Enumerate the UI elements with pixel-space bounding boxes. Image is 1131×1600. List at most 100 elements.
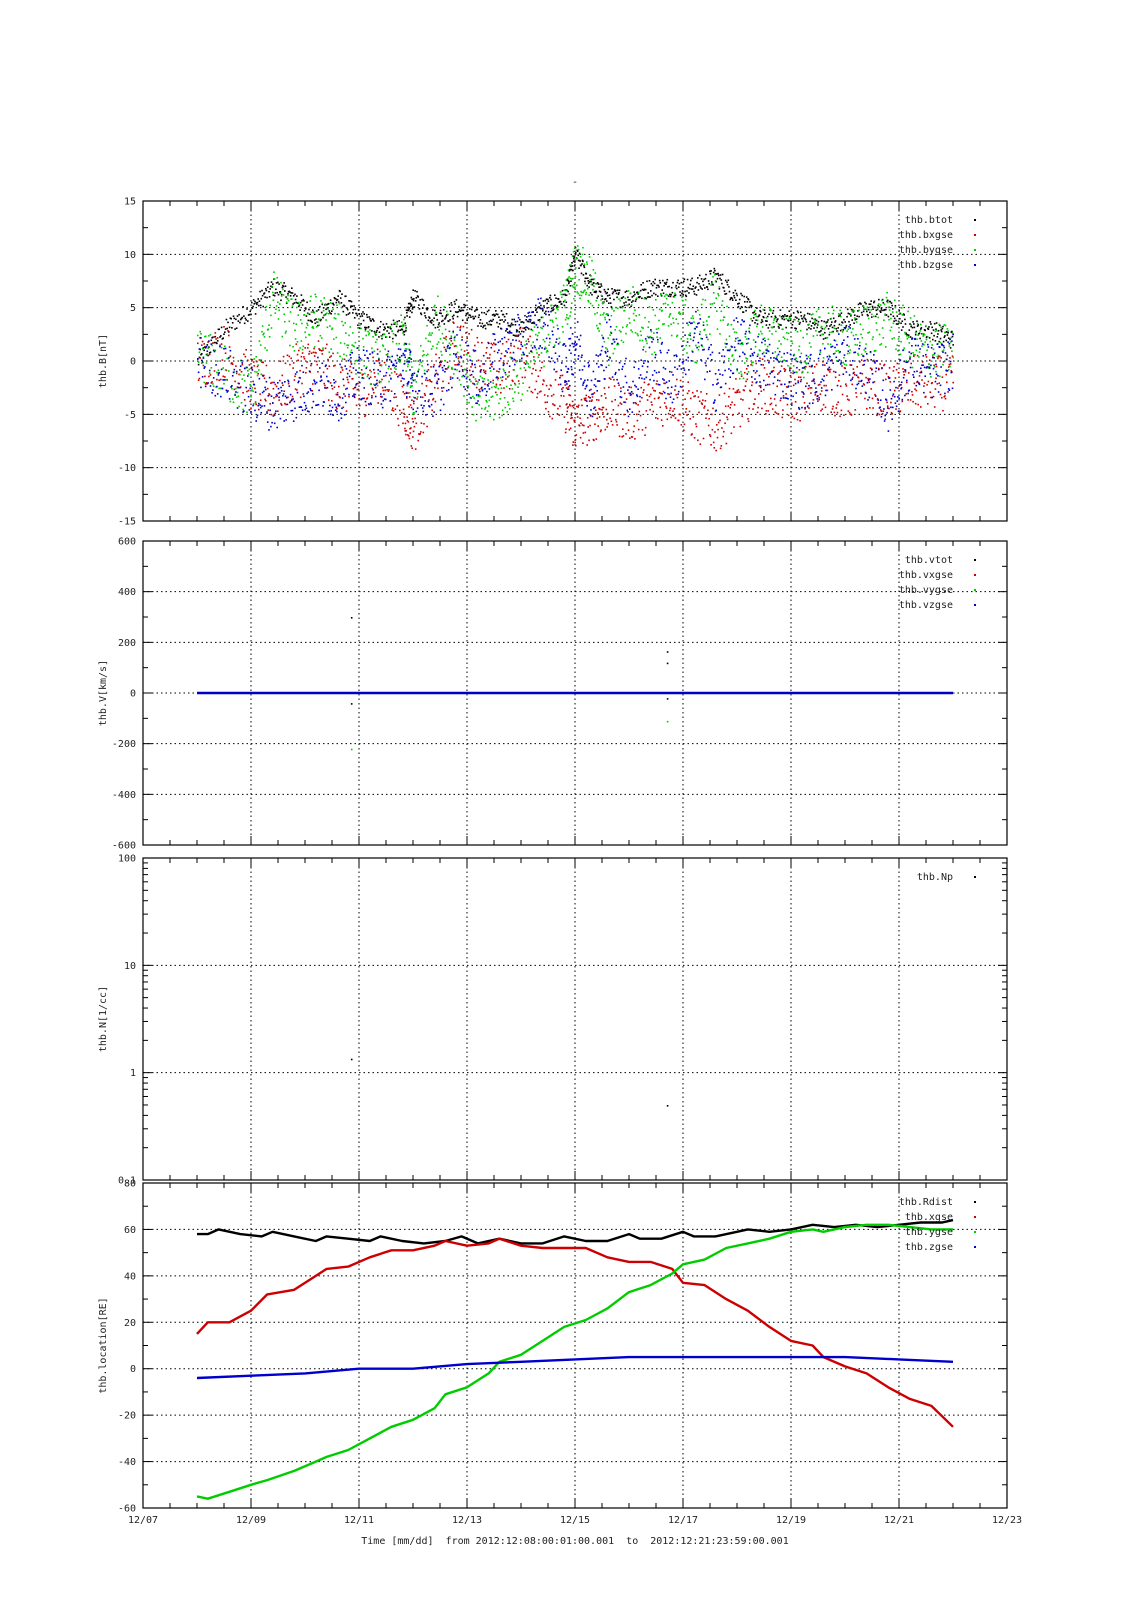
data-point (486, 310, 489, 313)
data-point (689, 418, 691, 420)
data-point (618, 289, 621, 292)
data-point (454, 303, 456, 305)
data-point (228, 331, 230, 333)
data-point (381, 386, 384, 389)
data-point (726, 281, 728, 283)
data-point (707, 338, 709, 341)
data-point (879, 406, 881, 408)
data-point (618, 361, 621, 364)
data-point (479, 370, 482, 372)
data-point (786, 403, 789, 406)
data-point (247, 375, 249, 377)
data-point (254, 300, 256, 303)
data-point (385, 336, 388, 338)
data-point (214, 394, 217, 397)
data-point (560, 293, 562, 296)
data-point (726, 324, 729, 326)
data-point (448, 342, 451, 344)
data-point (809, 387, 811, 389)
data-point (817, 384, 820, 386)
data-point (925, 356, 928, 358)
data-point (777, 323, 780, 325)
data-point (214, 335, 217, 338)
data-point (614, 373, 616, 376)
data-point (369, 402, 372, 404)
data-point (300, 355, 303, 358)
data-point (815, 319, 818, 322)
data-point (826, 355, 829, 358)
data-point (891, 418, 893, 420)
data-point (781, 317, 784, 320)
data-point (822, 364, 824, 366)
data-point (862, 355, 865, 358)
data-point (504, 406, 507, 409)
data-point (398, 358, 400, 361)
data-point (634, 438, 636, 440)
data-point (407, 306, 410, 309)
data-point (881, 327, 884, 329)
data-point (905, 361, 907, 363)
data-point (350, 371, 353, 374)
data-point (432, 366, 435, 368)
data-point (292, 322, 295, 325)
data-point (824, 347, 826, 350)
data-point (796, 360, 799, 363)
data-point (913, 323, 915, 325)
data-point (288, 385, 291, 387)
data-point (289, 291, 291, 293)
data-point (259, 399, 262, 401)
data-point (608, 386, 610, 389)
data-point (520, 399, 522, 401)
data-point (813, 378, 815, 380)
data-point (787, 320, 790, 322)
data-point (215, 364, 217, 366)
data-point (931, 344, 933, 346)
data-point (880, 308, 883, 310)
data-point (653, 332, 655, 334)
data-point (350, 351, 352, 354)
panels-group: -15-10-5051015thb.B[nT]thb.btotthb.bxgse… (98, 197, 1022, 1527)
data-point (469, 374, 472, 377)
data-point (661, 393, 663, 395)
data-point (759, 310, 762, 313)
data-point (559, 374, 562, 377)
data-point (822, 379, 825, 382)
data-point (312, 351, 315, 354)
data-point (346, 344, 348, 346)
data-point (750, 318, 752, 320)
data-point (919, 337, 921, 340)
data-point (568, 428, 571, 431)
data-point (641, 326, 643, 329)
data-point (270, 382, 272, 384)
data-point (677, 279, 679, 282)
data-point (282, 288, 284, 291)
data-point (765, 413, 767, 415)
data-point (348, 300, 350, 302)
data-point (942, 361, 945, 363)
data-point (252, 404, 254, 407)
data-point (604, 290, 607, 293)
data-point (290, 357, 292, 360)
data-point (752, 408, 754, 410)
data-point (596, 297, 598, 299)
data-point (383, 326, 386, 328)
data-point (304, 331, 306, 333)
data-point (857, 303, 860, 306)
data-point (907, 310, 909, 313)
data-point (466, 401, 468, 404)
data-point (819, 316, 821, 318)
data-point (871, 316, 873, 318)
data-point (726, 283, 729, 286)
data-point (900, 340, 902, 343)
data-point (267, 395, 270, 397)
data-point (789, 368, 791, 370)
data-point (274, 412, 277, 415)
data-point (392, 337, 394, 340)
data-point (512, 324, 514, 326)
data-point (829, 331, 831, 334)
data-point (859, 341, 861, 344)
data-point (720, 445, 723, 447)
data-point (646, 399, 649, 401)
data-point (900, 386, 903, 389)
data-point (804, 368, 806, 370)
